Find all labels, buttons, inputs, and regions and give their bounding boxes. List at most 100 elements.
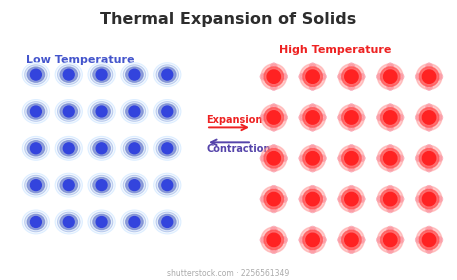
Ellipse shape [427,228,431,234]
Ellipse shape [318,74,324,79]
Ellipse shape [355,73,365,80]
Ellipse shape [388,205,393,211]
Ellipse shape [277,155,287,162]
Circle shape [339,105,364,130]
Ellipse shape [300,155,308,161]
Ellipse shape [123,65,146,84]
Ellipse shape [301,74,307,79]
Ellipse shape [27,214,45,230]
Ellipse shape [310,187,315,193]
Ellipse shape [378,74,385,79]
Ellipse shape [348,204,355,212]
Ellipse shape [88,100,115,123]
Circle shape [422,233,436,247]
Ellipse shape [387,63,394,73]
Ellipse shape [55,173,82,197]
Ellipse shape [309,243,316,254]
Ellipse shape [93,104,111,119]
Ellipse shape [377,73,387,80]
Ellipse shape [126,214,143,230]
Ellipse shape [271,204,277,212]
Ellipse shape [387,243,394,254]
Circle shape [416,145,442,171]
Ellipse shape [159,178,176,193]
Ellipse shape [393,73,404,80]
Ellipse shape [310,246,315,251]
Ellipse shape [126,67,143,82]
Ellipse shape [387,204,393,212]
Ellipse shape [387,104,394,114]
Ellipse shape [417,74,424,79]
Ellipse shape [387,144,394,155]
Ellipse shape [88,136,115,160]
Ellipse shape [415,195,425,203]
Ellipse shape [310,65,315,71]
Ellipse shape [301,238,307,242]
Ellipse shape [60,67,78,82]
Ellipse shape [279,197,286,201]
Ellipse shape [348,244,355,253]
Ellipse shape [388,164,393,170]
Ellipse shape [279,115,286,120]
Circle shape [129,180,140,191]
Ellipse shape [25,65,47,84]
Circle shape [64,106,74,117]
Ellipse shape [387,186,393,195]
Circle shape [162,216,173,227]
Ellipse shape [270,104,277,114]
Ellipse shape [396,238,402,242]
Ellipse shape [348,121,355,131]
Ellipse shape [310,164,315,170]
Ellipse shape [432,73,443,80]
Ellipse shape [121,173,148,197]
Ellipse shape [357,115,363,120]
Ellipse shape [159,214,176,230]
Ellipse shape [387,202,394,213]
Ellipse shape [55,210,82,234]
Ellipse shape [435,197,441,201]
Ellipse shape [435,74,441,79]
Ellipse shape [387,163,393,171]
Ellipse shape [156,102,178,121]
Circle shape [261,64,287,90]
Ellipse shape [271,147,276,153]
Ellipse shape [310,186,316,195]
Ellipse shape [387,185,394,196]
Ellipse shape [377,237,386,243]
Ellipse shape [348,243,355,254]
Ellipse shape [318,115,324,120]
Ellipse shape [432,114,443,121]
Circle shape [162,69,173,80]
Ellipse shape [317,196,325,202]
Ellipse shape [270,121,277,131]
Ellipse shape [432,155,443,162]
Ellipse shape [395,196,403,202]
Circle shape [383,192,397,206]
Ellipse shape [27,104,45,119]
Ellipse shape [426,81,432,89]
Ellipse shape [262,74,268,79]
Circle shape [420,148,439,168]
Ellipse shape [123,212,146,232]
Ellipse shape [301,156,307,160]
Ellipse shape [396,197,402,201]
Circle shape [162,106,173,117]
Ellipse shape [154,210,181,234]
Circle shape [345,70,358,83]
Ellipse shape [156,139,178,158]
Text: Low Temperature: Low Temperature [26,55,134,65]
Ellipse shape [93,178,111,193]
Circle shape [264,189,283,209]
Ellipse shape [93,104,111,119]
Circle shape [383,111,397,124]
Ellipse shape [58,139,80,158]
Ellipse shape [318,238,324,242]
Ellipse shape [310,122,316,130]
Circle shape [345,192,358,206]
Ellipse shape [27,214,45,230]
Circle shape [129,216,140,227]
Ellipse shape [93,214,111,230]
Ellipse shape [126,104,143,119]
Ellipse shape [348,122,355,130]
Circle shape [377,227,403,253]
